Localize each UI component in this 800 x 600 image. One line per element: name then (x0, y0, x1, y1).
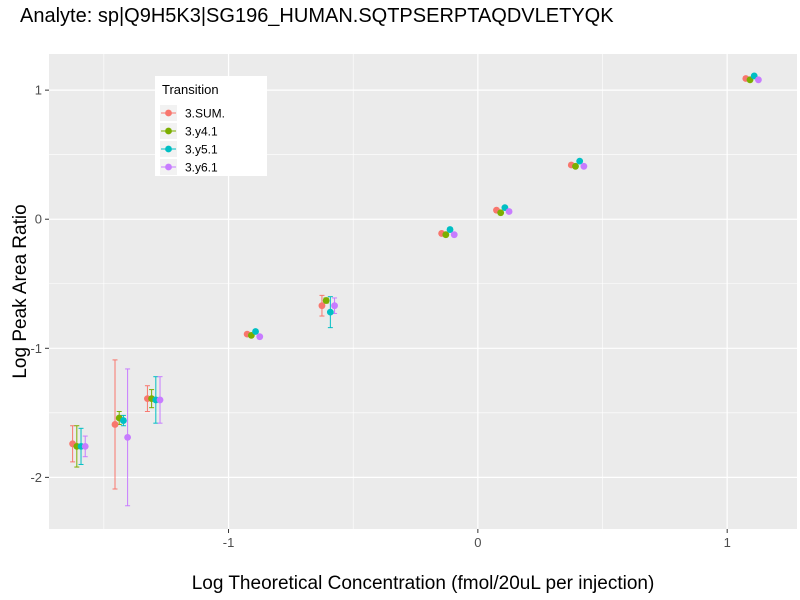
data-point (256, 333, 264, 341)
data-point (572, 162, 579, 170)
data-point (446, 226, 454, 233)
data-points (69, 72, 762, 450)
data-point (576, 157, 584, 165)
y-tick-label: 0 (35, 212, 42, 227)
axes: -1 0 1 -2 -1 0 1 (30, 83, 730, 550)
data-point (111, 421, 119, 428)
data-point (124, 433, 132, 441)
legend-key-point (165, 145, 172, 153)
legend-key-point (165, 109, 172, 117)
data-point (318, 302, 326, 310)
x-tick-label: 0 (474, 535, 481, 550)
legend-key-point (165, 127, 172, 135)
data-point (580, 162, 588, 170)
legend-label: 3.y6.1 (185, 160, 218, 174)
y-tick-label: -2 (30, 470, 42, 485)
y-tick-label: 1 (35, 83, 42, 98)
legend-label: 3.y4.1 (185, 124, 218, 138)
y-tick-label: -1 (30, 341, 42, 356)
y-axis-title: Log Peak Area Ratio (10, 204, 31, 378)
x-axis-title: Log Theoretical Concentration (fmol/20uL… (192, 573, 655, 594)
legend-label: 3.y5.1 (185, 142, 218, 156)
data-point (450, 231, 458, 239)
legend-key-point (165, 163, 172, 171)
legend-label: 3.SUM. (185, 106, 225, 120)
data-point (326, 308, 334, 316)
x-tick-label: 1 (724, 535, 731, 550)
data-point (755, 76, 762, 84)
grid-lines (49, 54, 797, 529)
data-point (322, 297, 330, 304)
chart-title: Analyte: sp|Q9H5K3|SG196_HUMAN.SQTPSERPT… (20, 5, 614, 27)
data-point (505, 208, 513, 215)
data-point (442, 231, 450, 239)
data-point (497, 209, 505, 217)
legend-title: Transition (162, 82, 219, 97)
data-point (81, 442, 89, 450)
data-point (156, 396, 164, 404)
data-point (120, 417, 127, 424)
x-tick-label: -1 (223, 535, 235, 550)
data-point (331, 302, 338, 310)
legend: Transition 3.SUM. 3.y4.1 3.y5.1 3.y6.1 (155, 76, 267, 176)
data-point (252, 328, 259, 335)
